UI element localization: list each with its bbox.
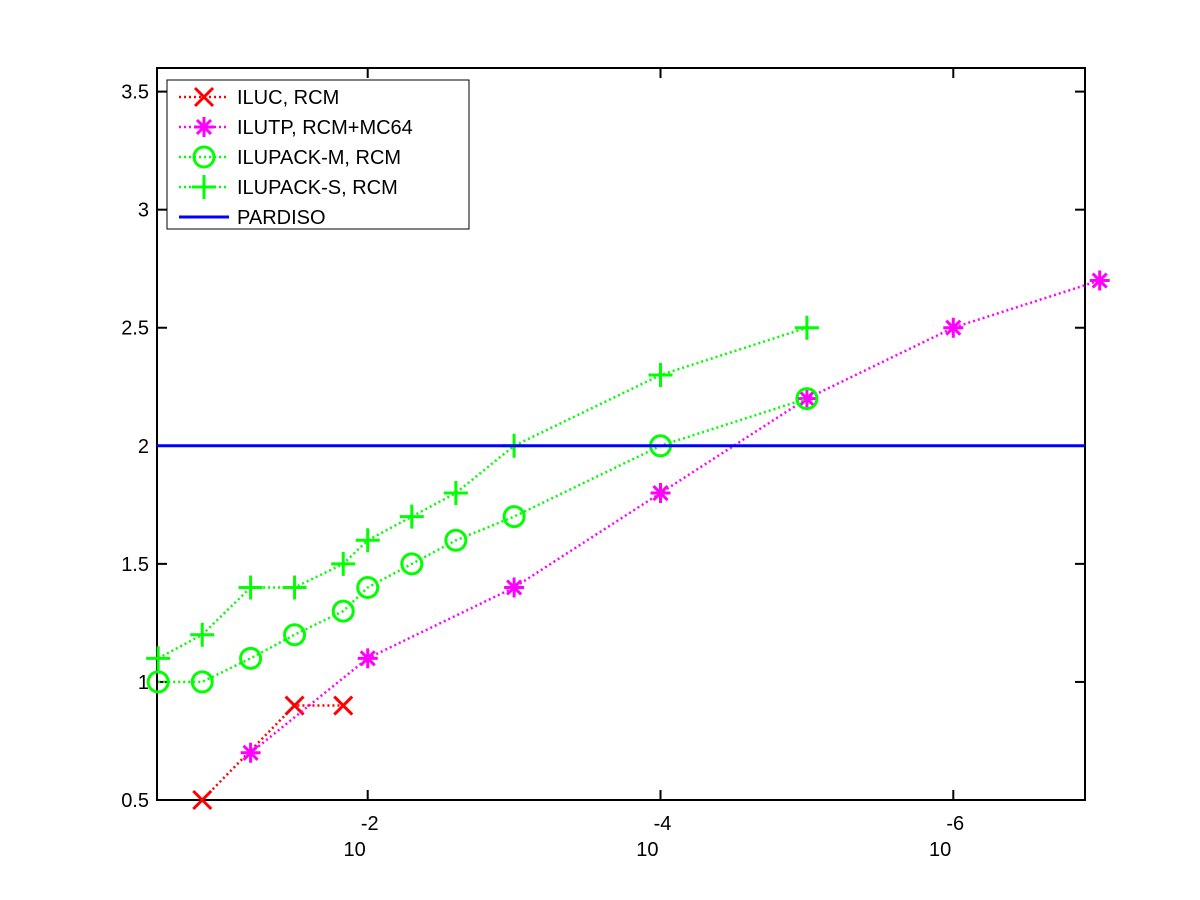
series-1 xyxy=(240,270,1110,763)
data-point-plus xyxy=(399,504,424,529)
legend-item: ILUTP, RCM+MC64 xyxy=(179,117,413,139)
legend-label: ILUC, RCM xyxy=(237,87,339,109)
data-point-plus xyxy=(192,175,216,199)
data-point-x xyxy=(284,695,305,716)
legend-label: PARDISO xyxy=(237,207,326,229)
data-point-circle xyxy=(356,575,380,599)
series-0 xyxy=(192,695,354,811)
legend-item: PARDISO xyxy=(179,207,326,229)
legend-label: ILUPACK-S, RCM xyxy=(237,177,398,199)
data-point-asterisk xyxy=(650,483,671,504)
data-point-circle xyxy=(192,145,216,169)
data-point-plus xyxy=(648,362,673,387)
legend-box xyxy=(166,79,470,230)
plot-area: 0.5 1 1.5 2 2.5 3 3.5 10 -2 10 -4 10 -6 ILUC, RCM ILUT… xyxy=(121,67,1110,861)
data-point-asterisk xyxy=(504,577,525,598)
data-point-circle xyxy=(146,670,170,694)
data-point-asterisk xyxy=(194,117,214,137)
data-point-circle xyxy=(444,528,468,552)
data-point-circle xyxy=(502,505,526,529)
data-point-x xyxy=(193,86,215,108)
data-point-plus xyxy=(238,575,263,600)
x-tick-label-exponent: -4 xyxy=(654,813,672,835)
legend-item: ILUPACK-M, RCM xyxy=(179,145,401,169)
legend-label: ILUTP, RCM+MC64 xyxy=(237,117,413,139)
data-point-plus xyxy=(331,551,356,576)
x-tick-label-base: 10 xyxy=(929,839,951,861)
y-tick-label: 3 xyxy=(138,200,149,222)
data-point-x xyxy=(333,695,354,716)
legend-item: ILUPACK-S, RCM xyxy=(179,175,398,199)
data-point-plus xyxy=(190,622,215,647)
legend: ILUC, RCM ILUTP, RCM+MC64 ILUPACK-M, RCM IL… xyxy=(166,79,470,230)
data-point-asterisk xyxy=(1089,270,1110,291)
y-tick-label: 2.5 xyxy=(121,318,149,340)
series-line xyxy=(158,397,808,684)
data-point-x xyxy=(192,789,213,811)
y-tick-label: 2 xyxy=(138,436,149,458)
y-tick-label: 1 xyxy=(138,672,149,694)
data-point-circle xyxy=(283,623,307,647)
data-point-circle xyxy=(400,552,424,576)
data-point-circle xyxy=(239,646,263,670)
y-tick-label: 1.5 xyxy=(121,554,149,576)
data-point-plus xyxy=(146,646,171,671)
x-tick-label-exponent: -2 xyxy=(361,813,379,835)
data-point-asterisk xyxy=(796,388,817,409)
legend-item: ILUC, RCM xyxy=(179,86,339,109)
data-point-circle xyxy=(190,670,214,694)
data-point-circle xyxy=(331,599,355,623)
data-point-plus xyxy=(794,315,819,340)
legend-label: ILUPACK-M, RCM xyxy=(237,147,401,169)
data-point-asterisk xyxy=(357,648,378,669)
x-tick-label-base: 10 xyxy=(636,839,658,861)
data-point-plus xyxy=(443,481,468,506)
x-tick-label-base: 10 xyxy=(343,839,365,861)
data-point-asterisk xyxy=(240,742,261,763)
data-point-asterisk xyxy=(943,317,964,338)
data-point-plus xyxy=(355,528,380,553)
data-point-circle xyxy=(795,387,819,411)
data-point-plus xyxy=(282,575,307,600)
x-tick-label-exponent: -6 xyxy=(946,813,964,835)
y-tick-label: 0.5 xyxy=(121,790,149,812)
y-tick-label: 3.5 xyxy=(121,82,149,104)
